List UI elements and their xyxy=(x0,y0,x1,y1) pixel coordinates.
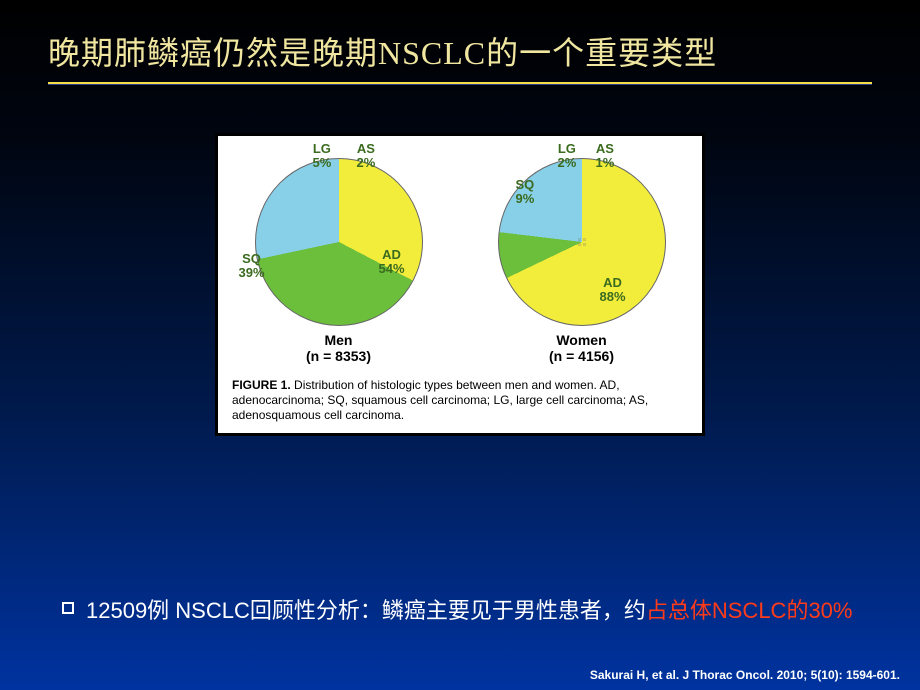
bullet-highlight: 占总体NSCLC的30% xyxy=(646,598,853,623)
women-line1: Women xyxy=(556,332,606,348)
citation: Sakurai H, et al. J Thorac Oncol. 2010; … xyxy=(590,668,900,682)
chart-men-block: AS2%AD54%SQ39%LG5% Men (n = 8353) xyxy=(255,158,423,364)
pie-women-wrap: AS1%AD88%SQ9%LG2% xyxy=(498,158,666,326)
bullet-icon xyxy=(62,602,74,614)
slide-title: 晚期肺鳞癌仍然是晚期NSCLC的一个重要类型 xyxy=(48,28,872,74)
pie-slice-label: AD54% xyxy=(379,248,405,275)
chart-women-block: AS1%AD88%SQ9%LG2% Women (n = 4156) xyxy=(498,158,666,364)
pie-slice-label: SQ39% xyxy=(239,252,265,279)
panel-handle-icon xyxy=(578,238,586,246)
title-bar: 晚期肺鳞癌仍然是晚期NSCLC的一个重要类型 xyxy=(0,0,920,95)
pie-men xyxy=(255,158,423,326)
title-divider xyxy=(48,82,872,85)
bullet-fragment: 12509例 NSCLC回顾性分析：鳞癌主要见于男性患者，约 xyxy=(86,598,646,623)
pie-slice-label: AS2% xyxy=(357,142,376,169)
charts-row: AS2%AD54%SQ39%LG5% Men (n = 8353) AS1%AD… xyxy=(228,150,692,372)
caption-body: Distribution of histologic types between… xyxy=(232,378,648,422)
women-line2: (n = 4156) xyxy=(549,348,614,364)
men-line2: (n = 8353) xyxy=(306,348,371,364)
pie-men-wrap: AS2%AD54%SQ39%LG5% xyxy=(255,158,423,326)
pie-slice-label: LG5% xyxy=(313,142,332,169)
bullet-text: 12509例 NSCLC回顾性分析：鳞癌主要见于男性患者，约占总体NSCLC的3… xyxy=(86,594,852,628)
figure-panel: AS2%AD54%SQ39%LG5% Men (n = 8353) AS1%AD… xyxy=(215,133,705,436)
bullet-row: 12509例 NSCLC回顾性分析：鳞癌主要见于男性患者，约占总体NSCLC的3… xyxy=(62,594,860,628)
pie-slice-label: SQ9% xyxy=(516,178,535,205)
pie-slice-label: AD88% xyxy=(600,276,626,303)
pie-slice-label: LG2% xyxy=(558,142,577,169)
pie-slice-label: AS1% xyxy=(596,142,615,169)
figure-caption: FIGURE 1. Distribution of histologic typ… xyxy=(228,378,692,423)
chart-women-label: Women (n = 4156) xyxy=(549,332,614,364)
chart-men-label: Men (n = 8353) xyxy=(306,332,371,364)
men-line1: Men xyxy=(324,332,352,348)
caption-prefix: FIGURE 1. xyxy=(232,378,291,392)
